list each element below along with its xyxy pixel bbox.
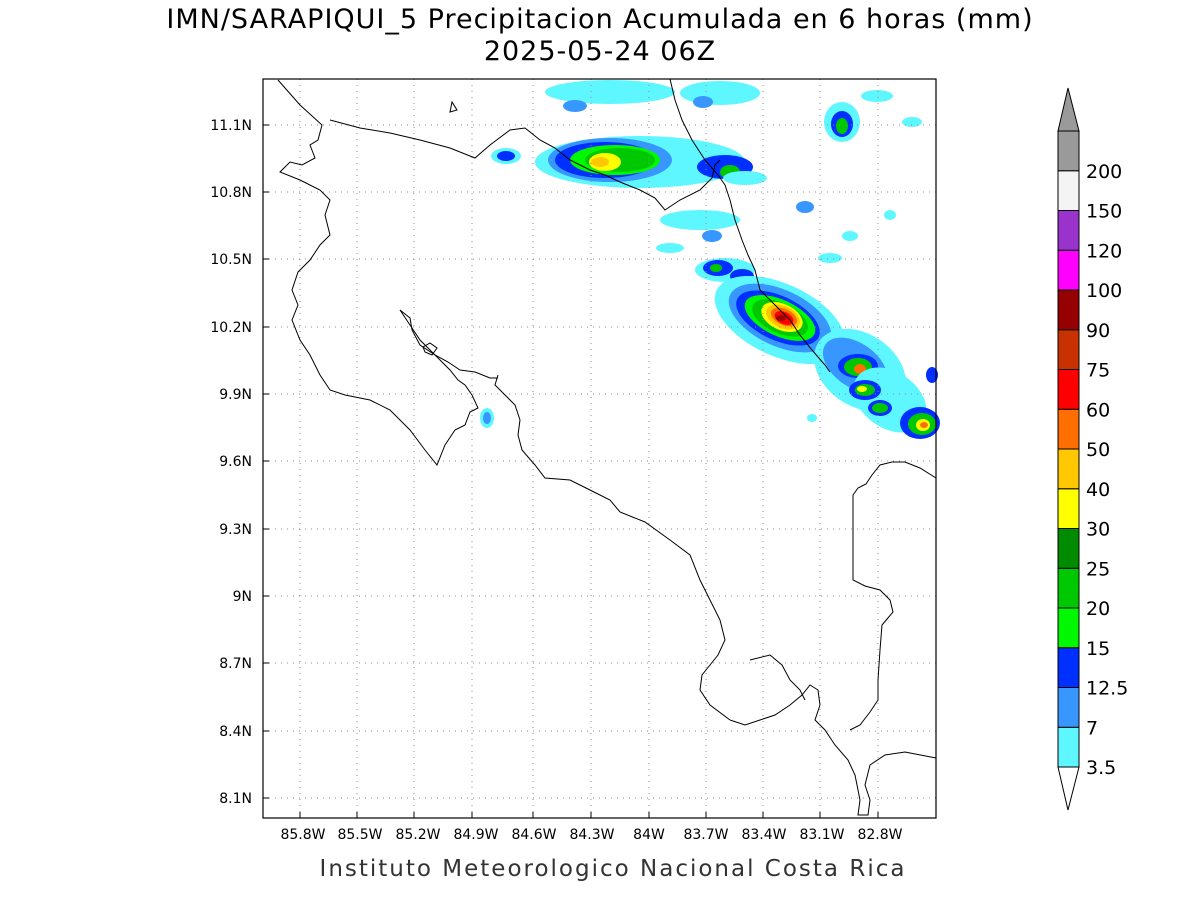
- country-borders: [329, 78, 831, 373]
- colorbar-label: 60: [1086, 399, 1110, 421]
- footer-credit: Instituto Meteorologico Nacional Costa R…: [319, 856, 907, 882]
- colorbar-label: 100: [1086, 280, 1122, 302]
- colorbar-swatch: [1057, 448, 1080, 490]
- lon-label: 84.9W: [453, 827, 498, 843]
- lat-label: 10.8N: [210, 185, 252, 201]
- colorbar-label: 7: [1086, 717, 1098, 739]
- colorbar-label: 50: [1086, 439, 1110, 461]
- map-frame: [262, 78, 937, 819]
- colorbar-label: 30: [1086, 519, 1110, 541]
- colorbar-label: 15: [1086, 638, 1110, 660]
- lat-label: 10.5N: [210, 252, 252, 268]
- colorbar-swatch: [1057, 567, 1080, 609]
- colorbar-swatch: [1057, 130, 1080, 172]
- lon-label: 85.2W: [395, 827, 440, 843]
- colorbar: 3.5 7 12.5 15 20 25 30 40 50 60 75 90 100 120 150 200: [1057, 87, 1128, 811]
- lat-label: 10.2N: [210, 320, 252, 336]
- colorbar-swatch: [1057, 726, 1080, 768]
- lat-label: 8.4N: [219, 724, 252, 740]
- colorbar-over-triangle: [1057, 87, 1080, 132]
- colorbar-under-triangle: [1057, 766, 1080, 811]
- colorbar-swatch: [1057, 210, 1080, 251]
- colorbar-label: 12.5: [1086, 678, 1128, 700]
- axis-ticks: [263, 124, 879, 818]
- colorbar-swatch: [1057, 170, 1080, 211]
- colorbar-label: 120: [1086, 240, 1122, 262]
- colorbar-label: 3.5: [1086, 757, 1116, 779]
- colorbar-swatch: [1057, 528, 1080, 569]
- colorbar-label: 90: [1086, 320, 1110, 342]
- lon-label: 83.1W: [799, 827, 844, 843]
- colorbar-label: 75: [1086, 360, 1110, 382]
- lat-label: 8.7N: [219, 656, 252, 672]
- map-title: IMN/SARAPIQUI_5 Precipitacion Acumulada …: [166, 4, 1034, 35]
- colorbar-swatch: [1057, 488, 1080, 529]
- map-datetime: 2025-05-24 06Z: [483, 36, 717, 67]
- colorbar-swatch: [1057, 369, 1080, 410]
- lat-label: 9N: [233, 589, 252, 605]
- lon-label: 82.8W: [857, 827, 902, 843]
- colorbar-swatch: [1057, 687, 1080, 728]
- lon-label: 83.7W: [683, 827, 728, 843]
- lon-label: 83.4W: [741, 827, 786, 843]
- colorbar-swatch: [1057, 289, 1080, 331]
- lon-label: 84.3W: [569, 827, 614, 843]
- lat-label: 8.1N: [219, 791, 252, 807]
- colorbar-label: 25: [1086, 558, 1110, 580]
- lat-label: 9.9N: [219, 387, 252, 403]
- colorbar-label: 150: [1086, 201, 1122, 223]
- colorbar-swatch: [1057, 607, 1080, 649]
- colorbar-swatch: [1057, 249, 1080, 291]
- graticule: [263, 79, 936, 818]
- lon-label: 85.8W: [280, 827, 325, 843]
- colorbar-swatch: [1057, 408, 1080, 450]
- colorbar-label: 200: [1086, 161, 1122, 183]
- colorbar-label: 40: [1086, 479, 1110, 501]
- precipitation-field: [480, 80, 940, 439]
- lon-label: 85.5W: [337, 827, 382, 843]
- colorbar-label: 20: [1086, 598, 1110, 620]
- lon-label: 84.6W: [511, 827, 556, 843]
- colorbar-swatch: [1057, 647, 1080, 688]
- lat-label: 9.3N: [219, 522, 252, 538]
- colorbar-swatch: [1057, 329, 1080, 370]
- lon-label: 84W: [633, 827, 665, 843]
- lat-label: 9.6N: [219, 454, 252, 470]
- lat-label: 11.1N: [210, 118, 252, 134]
- coastlines: [277, 79, 937, 816]
